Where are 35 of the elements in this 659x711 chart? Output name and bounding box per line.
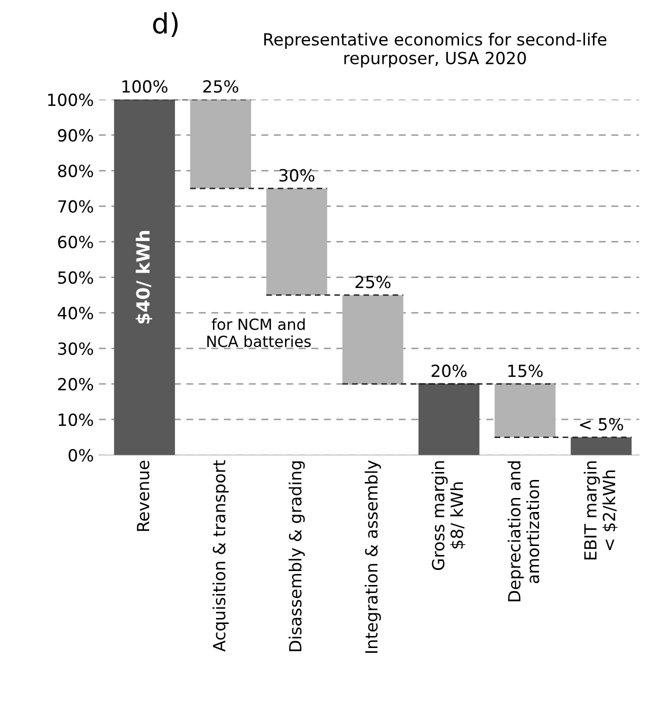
y-tick-label: 40%: [58, 306, 94, 320]
data-label: 15%: [508, 364, 543, 378]
y-tick-label: 70%: [58, 200, 94, 213]
x-tick-label: Revenue: [136, 460, 150, 531]
data-label: < 5%: [580, 418, 624, 430]
data-label: 20%: [432, 364, 467, 378]
x-tick-label: Integration & assembly: [364, 460, 381, 653]
x-tick-label: Depreciation and amortization: [508, 461, 540, 602]
annotation: for NCM and NCA batteries: [207, 318, 311, 348]
bar: [570, 437, 632, 456]
y-tick-label: 0%: [68, 449, 94, 462]
bar: [418, 384, 480, 456]
y-tick-label: 30%: [58, 342, 94, 355]
bar: [494, 384, 556, 438]
data-label: 30%: [279, 169, 314, 182]
data-label: 100%: [122, 80, 168, 93]
annotation: $40/ kWh: [136, 231, 152, 324]
chart-title: Representative economics for second-life repurposer, USA 2020: [264, 32, 606, 68]
y-tick-label: 50%: [58, 271, 94, 284]
data-label: 25%: [203, 80, 238, 93]
y-tick-label: 100%: [48, 94, 94, 106]
y-tick-label: 10%: [58, 413, 94, 426]
data-label: 25%: [356, 276, 390, 288]
text: d): [153, 12, 178, 37]
bar: [266, 188, 328, 296]
bar: [190, 100, 252, 188]
y-tick-label: 20%: [58, 378, 94, 391]
x-tick-label: Disassembly & grading: [288, 461, 305, 652]
y-tick-label: 80%: [58, 164, 94, 178]
x-tick-label: Acquisition & transport: [212, 460, 229, 652]
bar: [114, 100, 175, 456]
bar: [342, 295, 404, 384]
y-tick-label: 90%: [58, 129, 94, 142]
y-tick-label: 60%: [58, 236, 94, 248]
x-tick-label: Gross margin $8/ kWh: [432, 461, 466, 570]
